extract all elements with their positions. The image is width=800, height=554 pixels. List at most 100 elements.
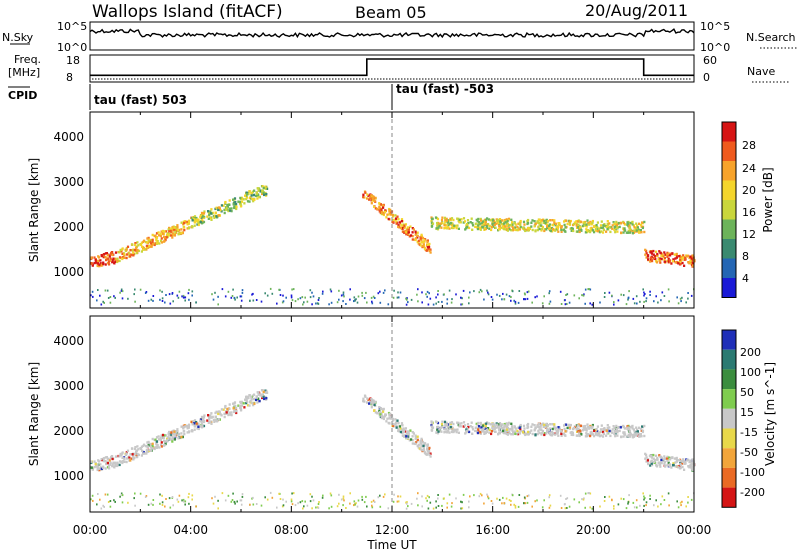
frequency-trace <box>90 58 694 77</box>
velocity-echo <box>366 401 369 404</box>
power-echo <box>219 209 222 212</box>
velocity-echo <box>159 493 161 496</box>
power-echo <box>155 239 158 242</box>
power-echo <box>379 209 382 212</box>
power-echo <box>481 224 484 227</box>
power-echo <box>543 228 546 231</box>
power-echo <box>492 225 495 228</box>
power-echo <box>563 223 566 227</box>
power-echo <box>94 261 98 264</box>
power-echo <box>371 197 374 201</box>
velocity-echo <box>660 461 663 465</box>
velocity-echo <box>402 434 405 437</box>
velocity-echo <box>210 412 213 415</box>
power-echo <box>586 219 589 222</box>
power-echo <box>689 255 692 258</box>
power-echo <box>441 221 444 225</box>
velocity-echo <box>487 495 489 498</box>
velocity-echo <box>584 492 587 495</box>
velocity-echo <box>159 502 161 505</box>
power-echo <box>195 218 198 221</box>
power-echo <box>417 239 420 243</box>
velocity-echo <box>658 463 661 466</box>
power-echo <box>257 193 260 196</box>
velocity-echo <box>652 453 655 457</box>
velocity-echo <box>609 434 612 438</box>
power-echo <box>448 227 451 230</box>
power-echo <box>239 203 242 206</box>
velocity-echo <box>680 459 683 463</box>
velocity-echo <box>626 425 629 428</box>
power-echo <box>476 227 479 231</box>
power-echo <box>645 256 648 259</box>
power-echo <box>176 226 179 229</box>
velocity-echo <box>495 422 498 425</box>
velocity-echo <box>140 447 143 451</box>
power-echo <box>483 222 486 225</box>
velocity-echo <box>387 507 390 510</box>
power-echo <box>667 254 670 257</box>
power-echo <box>474 222 477 225</box>
power-echo <box>659 257 662 260</box>
velocity-echo <box>543 423 546 427</box>
power-echo <box>416 236 419 239</box>
velocity-echo <box>100 458 103 461</box>
power-echo <box>541 225 544 229</box>
velocity-echo <box>446 425 449 428</box>
power-echo <box>363 297 366 300</box>
power-echo <box>238 200 241 204</box>
power-echo <box>114 260 117 263</box>
velocity-echo <box>530 425 533 428</box>
power-echo <box>486 289 488 292</box>
power-echo <box>445 224 448 227</box>
power-echo <box>363 196 366 199</box>
velocity-echo <box>428 453 431 457</box>
velocity-echo <box>517 432 520 436</box>
power-echo <box>480 222 483 225</box>
velocity-echo <box>429 455 432 458</box>
velocity-echo <box>241 493 244 496</box>
velocity-echo <box>240 503 243 506</box>
power-echo <box>531 301 533 304</box>
power-echo <box>99 262 102 265</box>
power-echo <box>386 213 389 216</box>
velocity-echo <box>420 439 423 442</box>
velocity-echo <box>237 404 240 407</box>
power-echo <box>379 203 382 206</box>
velocity-echo <box>417 504 419 507</box>
velocity-echo <box>510 433 513 436</box>
freq-label-line1: Freq. <box>14 53 41 66</box>
power-echo <box>252 199 255 203</box>
velocity-echo <box>632 501 635 504</box>
velocity-echo <box>615 424 618 428</box>
power-echo <box>229 209 232 212</box>
power-echo <box>476 220 479 223</box>
velocity-echo <box>104 493 107 496</box>
power-echo <box>180 231 183 235</box>
velocity-echo <box>671 456 674 459</box>
power-echo <box>384 210 387 213</box>
velocity-echo <box>493 426 496 429</box>
velocity-echo <box>597 431 601 434</box>
velocity-echo <box>384 414 387 417</box>
velocity-echo <box>330 505 333 508</box>
velocity-echo <box>568 424 571 427</box>
velocity-echo <box>606 431 609 435</box>
power-echo <box>409 225 412 228</box>
velocity-echo <box>594 431 598 434</box>
velocity-echo <box>601 435 605 438</box>
velocity-echo <box>563 424 566 427</box>
power-echo <box>365 291 367 294</box>
velocity-echo <box>435 500 437 503</box>
power-echo <box>680 255 683 259</box>
power-echo <box>91 290 94 293</box>
velocity-echo <box>163 443 166 447</box>
power-echo <box>242 198 245 201</box>
power-echo <box>633 226 636 229</box>
power-echo <box>649 251 652 254</box>
power-echo <box>679 297 682 300</box>
velocity-echo <box>243 406 246 409</box>
velocity-echo <box>536 499 538 502</box>
velocity-echo <box>366 505 368 508</box>
power-colorbar-ticks: 28 24 20 16 12 8 4 <box>742 139 756 285</box>
